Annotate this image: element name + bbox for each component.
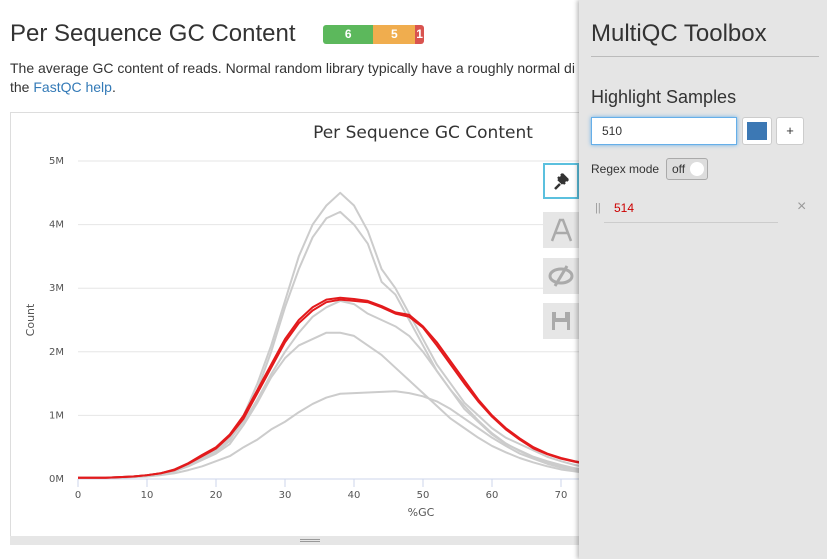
chart: Per Sequence GC Content Count %GC 0M 1M 2M… [24,123,636,519]
x-tick-label: 30 [279,490,292,501]
remove-button[interactable]: × [797,198,807,215]
y-tick-label: 5M [49,156,64,167]
x-tick-label: 50 [417,490,430,501]
help-link[interactable]: FastQC help [33,79,112,95]
export-button[interactable] [543,303,579,339]
description: the FastQC help. [10,79,116,95]
y-tick-label: 3M [49,283,64,294]
pin-button[interactable] [543,163,579,199]
icon [554,173,569,190]
toolbox: MultiQC Toolbox Highlight Samples 510 + … [579,0,827,559]
hide-button[interactable] [543,258,579,294]
x-tick-label: 40 [348,490,361,501]
icon [552,312,570,330]
item-underline [604,222,778,223]
series-line [78,298,631,479]
y-tick-label: 4M [49,220,64,231]
y-tick-label: 0M [49,474,64,485]
series-line [78,210,631,479]
x-tick-label: 20 [210,490,223,501]
toolbox-title: MultiQC Toolbox [591,20,767,47]
color-swatch [747,122,767,140]
regex-label: Regex mode [591,162,660,176]
description-text: . [111,79,116,95]
series-line [78,390,631,479]
grip [300,539,320,542]
chart-title: Per Sequence GC Content [313,123,533,143]
series-line [78,191,631,479]
y-tick-label: 1M [49,410,64,421]
regex-toggle[interactable]: off [666,158,708,180]
icon [548,265,574,287]
series-line [78,299,631,479]
highlight-input[interactable]: 510 [591,117,737,145]
status-badge: 6 [323,25,374,44]
icon [550,218,573,242]
resize-handle[interactable] [10,536,610,545]
series-line [78,296,631,479]
x-tick-label: 0 [75,490,81,501]
status-badge: 1 [415,25,424,44]
chart-container: Per Sequence GC Content Count %GC 0M 1M 2M… [10,112,636,545]
color-picker[interactable] [742,117,772,145]
description: The average GC content of reads. Normal … [10,60,575,76]
x-tick-label: 70 [555,490,568,501]
section-title: Per Sequence GC Content [10,20,296,47]
description-text: the [10,79,30,95]
y-axis-label: Count [24,303,37,336]
section-heading: Highlight Samples [591,87,737,107]
toggle-text: off [672,162,686,176]
annotate-button[interactable] [543,212,579,248]
x-tick-label: 60 [486,490,499,501]
status-badge: 5 [373,25,416,44]
x-axis-label: %GC [408,506,435,519]
divider [591,56,819,57]
toggle-knob [690,162,704,176]
highlight-item: 514 [614,201,635,215]
add-button[interactable]: + [776,117,804,145]
drag-handle[interactable]: || [595,202,601,214]
y-tick-label: 2M [49,347,64,358]
x-tick-label: 10 [141,490,154,501]
